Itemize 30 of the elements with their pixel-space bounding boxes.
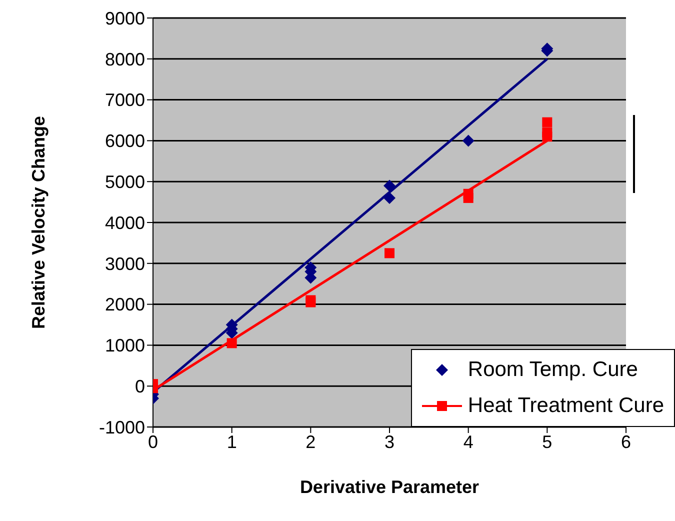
y-tick-label: 8000 bbox=[104, 49, 145, 70]
point bbox=[384, 192, 396, 204]
y-tick-label: 0 bbox=[134, 376, 145, 396]
y-tick-label: 9000 bbox=[104, 8, 145, 28]
legend-label: Room Temp. Cure bbox=[468, 357, 638, 383]
point bbox=[542, 117, 552, 128]
x-tick-label: 1 bbox=[226, 432, 237, 452]
x-axis-title: Derivative Parameter bbox=[300, 477, 480, 497]
point bbox=[384, 248, 394, 258]
x-tick-label: 0 bbox=[148, 432, 158, 452]
y-tick-label: 1000 bbox=[104, 336, 145, 356]
x-tick-label: 3 bbox=[384, 432, 395, 452]
x-tick-label: 6 bbox=[620, 432, 632, 452]
y-tick-label: 7000 bbox=[104, 90, 145, 110]
point bbox=[462, 134, 474, 147]
legend-label: Heat Treatment Cure bbox=[468, 393, 664, 419]
y-tick-label: -1000 bbox=[98, 417, 145, 438]
y-tick-label: 6000 bbox=[104, 131, 145, 152]
y-tick-label: 5000 bbox=[104, 172, 145, 192]
y-axis-title: Relative Velocity Change bbox=[28, 116, 48, 330]
point bbox=[226, 338, 237, 348]
point bbox=[384, 180, 396, 192]
x-tick-label: 4 bbox=[463, 432, 474, 452]
x-tick-label: 5 bbox=[542, 432, 552, 452]
y-tick-label: 3000 bbox=[104, 254, 145, 274]
x-tick-label: 2 bbox=[306, 432, 316, 452]
y-tick-label: 4000 bbox=[104, 212, 145, 233]
point bbox=[463, 188, 474, 199]
point bbox=[542, 132, 552, 142]
y-tick-label: 2000 bbox=[104, 294, 145, 315]
